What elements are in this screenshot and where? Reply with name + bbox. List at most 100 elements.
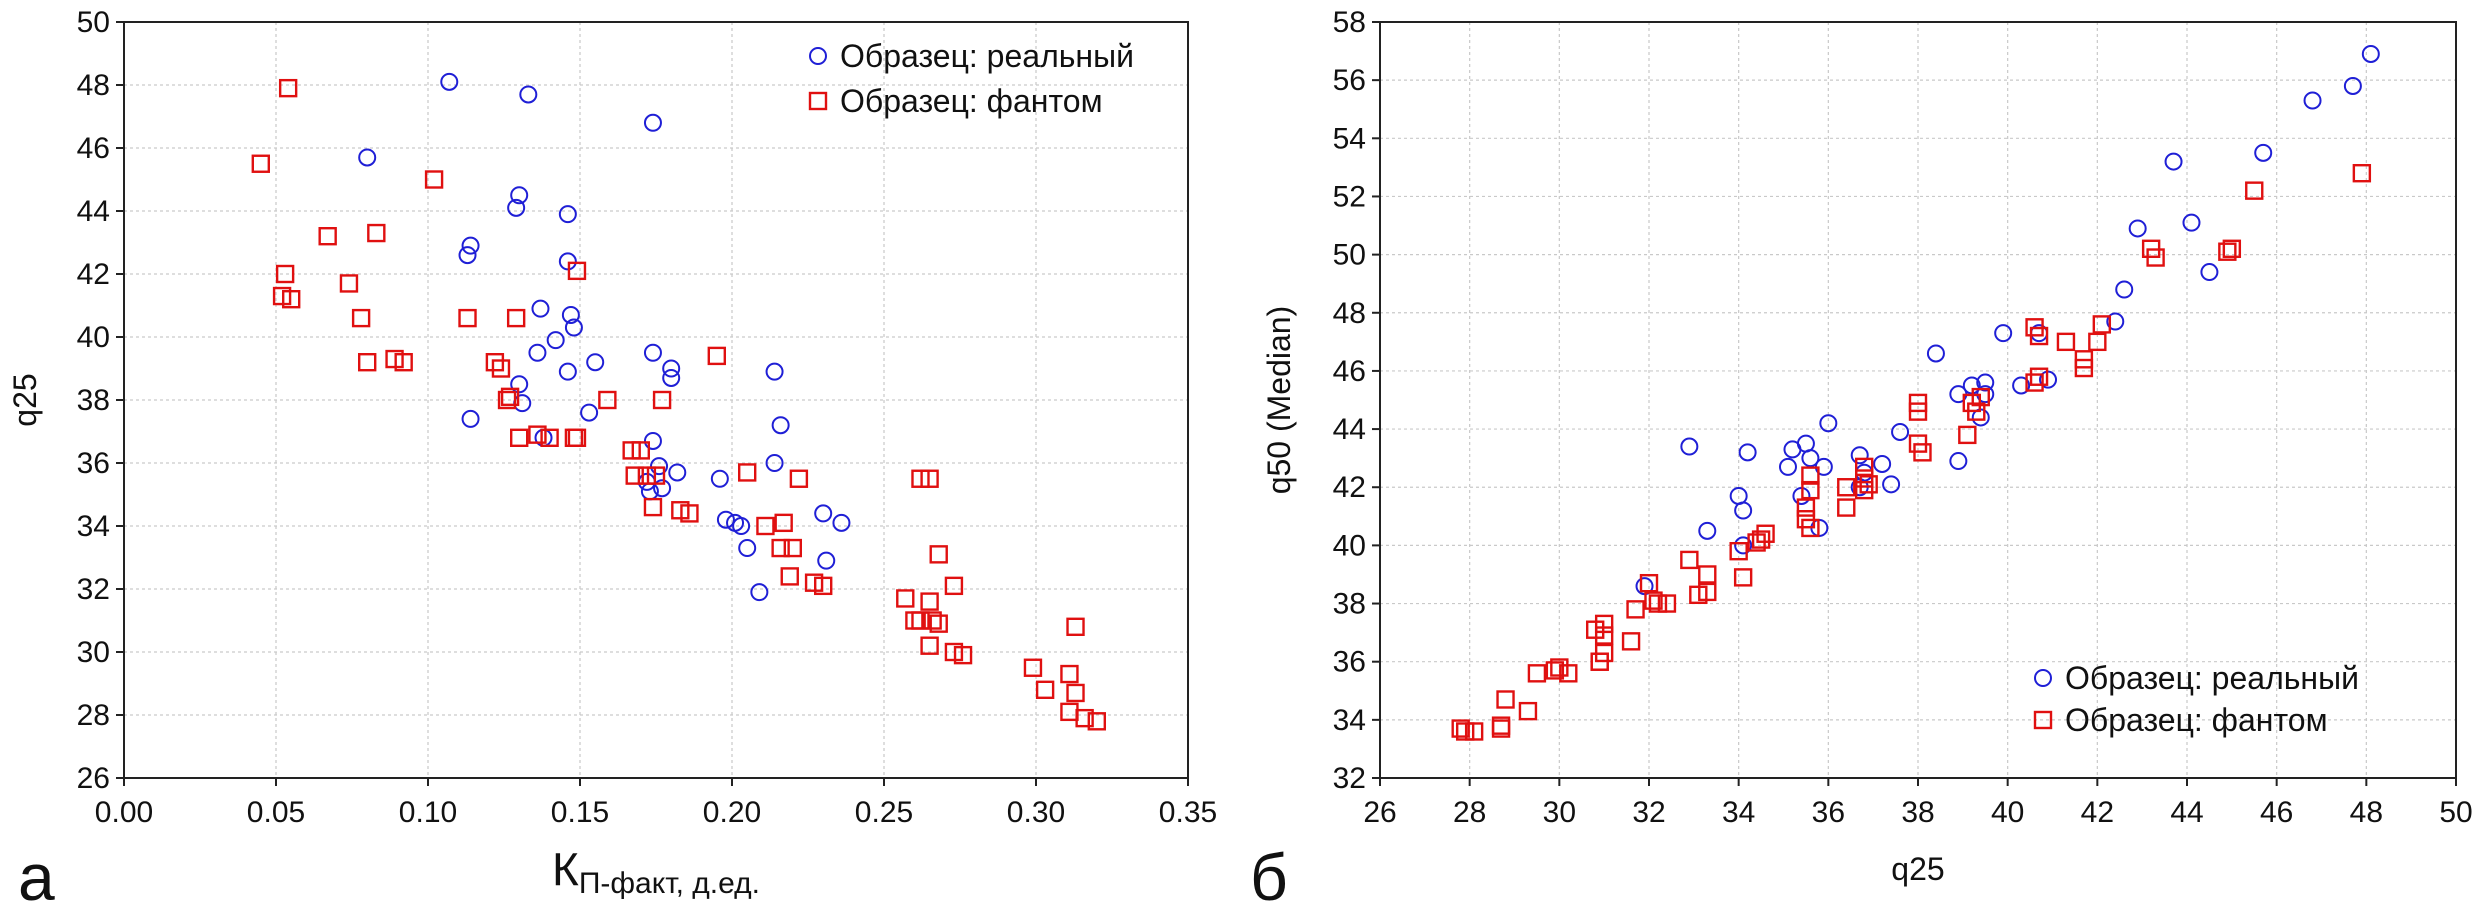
- data-point-square: [1967, 402, 1986, 421]
- legend-label: Образец: реальный: [2065, 660, 2359, 696]
- data-point-circle: [510, 186, 529, 205]
- data-point-square: [1801, 480, 1820, 500]
- data-point-circle: [1801, 449, 1820, 468]
- y-tick-label: 42: [77, 258, 110, 291]
- legend-label: Образец: фантом: [2065, 702, 2328, 738]
- data-point-circle: [519, 85, 538, 104]
- data-point-circle: [2164, 152, 2183, 171]
- data-point-square: [506, 308, 526, 328]
- data-point-square: [1527, 664, 1547, 683]
- data-point-circle: [358, 148, 377, 167]
- data-point-square: [339, 274, 359, 293]
- y-tick-label: 32: [77, 573, 110, 606]
- data-point-square: [1837, 498, 1856, 517]
- data-point-square: [1837, 478, 1856, 497]
- data-point-circle: [710, 469, 729, 488]
- y-tick-label: 52: [1333, 180, 1366, 213]
- data-point-circle: [1734, 536, 1753, 555]
- data-point-square: [358, 353, 377, 372]
- data-point-square: [2245, 181, 2264, 200]
- y-tick-label: 54: [1333, 122, 1366, 155]
- y-axis-label: q50 (Median): [1261, 306, 1297, 495]
- data-point-square: [774, 513, 793, 533]
- data-point-circle: [564, 318, 583, 337]
- data-point-square: [1639, 573, 1659, 593]
- x-tick-label: 46: [2260, 796, 2293, 829]
- data-point-square: [771, 538, 790, 558]
- y-tick-label: 38: [1333, 588, 1366, 621]
- x-tick-label: 0.35: [1159, 796, 1217, 829]
- data-point-square: [1859, 475, 1878, 494]
- data-point-square: [1908, 402, 1928, 421]
- x-tick-label: 48: [2350, 796, 2383, 829]
- x-tick-label: 50: [2439, 796, 2472, 829]
- data-point-square: [567, 428, 587, 447]
- x-tick-label: 38: [1901, 796, 1934, 829]
- x-axis-label: КП-факт, д.ед.: [552, 843, 760, 900]
- data-point-square: [424, 170, 444, 189]
- data-point-square: [367, 223, 386, 243]
- data-point-circle: [1738, 443, 1757, 462]
- data-point-square: [278, 78, 298, 98]
- data-point-circle: [765, 362, 784, 381]
- data-point-circle: [586, 353, 605, 372]
- data-point-square: [2218, 242, 2237, 261]
- data-point-square: [567, 261, 587, 281]
- data-point-square: [756, 516, 775, 536]
- data-point-square: [2029, 326, 2049, 346]
- data-point-circle: [2254, 143, 2273, 162]
- data-point-square: [275, 264, 295, 284]
- data-point-square: [1550, 658, 1569, 677]
- data-point-square: [528, 425, 547, 444]
- panel-letter: а: [18, 840, 55, 914]
- x-tick-label: 0.30: [1007, 796, 1065, 829]
- data-point-square: [1801, 466, 1820, 485]
- data-point-square: [1621, 632, 1641, 651]
- data-point-circle: [507, 198, 526, 217]
- y-tick-label: 48: [77, 69, 110, 102]
- data-point-square: [923, 611, 942, 630]
- data-point-circle: [2361, 44, 2380, 63]
- data-point-circle: [2200, 263, 2219, 282]
- data-point-circle: [2012, 376, 2031, 395]
- data-point-square: [1854, 469, 1874, 488]
- data-point-circle: [817, 551, 836, 570]
- data-point-square: [1729, 542, 1748, 561]
- y-tick-label: 44: [77, 195, 110, 228]
- data-point-square: [282, 290, 301, 309]
- data-point-square: [2092, 315, 2112, 334]
- y-tick-label: 42: [1333, 471, 1366, 504]
- data-point-square: [2056, 332, 2076, 352]
- data-point-circle: [580, 403, 599, 422]
- data-point-square: [738, 463, 757, 482]
- legend-label: Образец: реальный: [840, 38, 1134, 74]
- data-point-square: [920, 469, 939, 488]
- x-tick-label: 34: [1722, 796, 1755, 829]
- data-point-circle: [765, 454, 784, 472]
- x-tick-label: 32: [1632, 796, 1665, 829]
- data-point-square: [1854, 457, 1874, 477]
- data-point-square: [905, 611, 924, 630]
- data-point-square: [1451, 719, 1470, 738]
- data-point-square: [2222, 239, 2242, 259]
- data-point-circle: [643, 113, 662, 132]
- data-point-circle: [558, 362, 577, 381]
- data-point-square: [1680, 550, 1699, 570]
- data-point-square: [1060, 664, 1079, 684]
- x-tick-label: 0.05: [247, 796, 305, 829]
- data-point-square: [944, 576, 964, 596]
- data-point-square: [1698, 565, 1717, 584]
- data-point-circle: [2182, 213, 2201, 232]
- data-point-circle: [738, 539, 757, 558]
- y-tick-label: 30: [77, 636, 110, 669]
- y-tick-label: 34: [1333, 704, 1366, 737]
- grid-lines: [1379, 21, 2457, 779]
- data-point-square: [1518, 701, 1538, 721]
- data-point-square: [1644, 591, 1663, 610]
- y-tick-label: 46: [77, 132, 110, 165]
- data-point-square: [780, 567, 799, 586]
- x-tick-label: 0.10: [399, 796, 457, 829]
- data-point-square: [2352, 163, 2372, 183]
- data-point-circle: [653, 479, 672, 498]
- data-point-square: [652, 390, 672, 410]
